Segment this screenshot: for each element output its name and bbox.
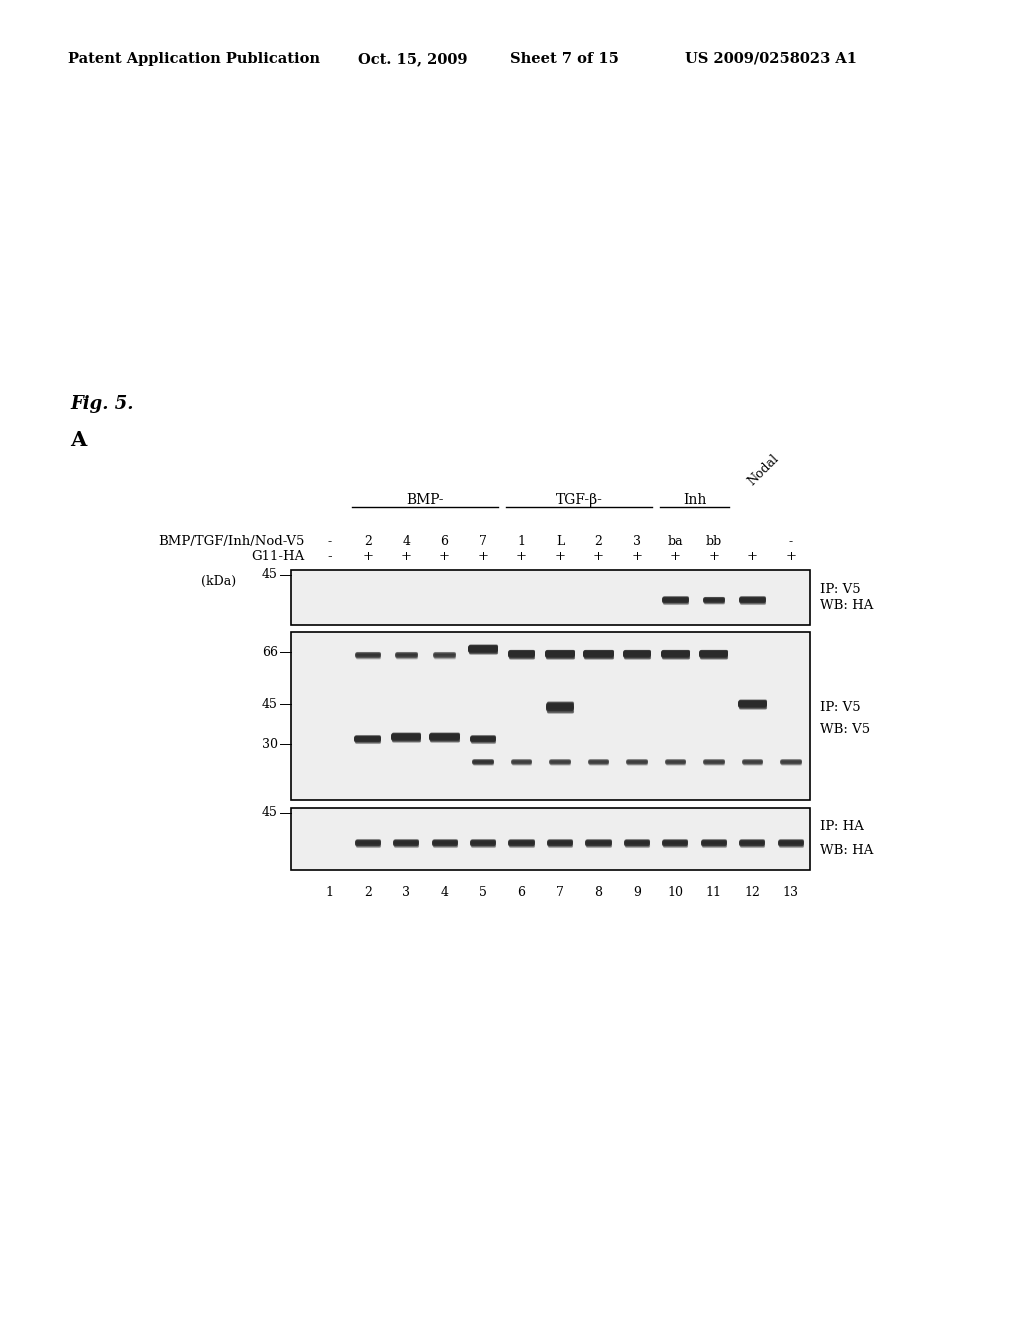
Text: -: - [328,535,332,548]
Text: 9: 9 [633,886,641,899]
Text: 66: 66 [262,645,278,659]
Text: 30: 30 [262,738,278,751]
Text: A: A [70,430,86,450]
Text: WB: V5: WB: V5 [820,723,870,737]
Text: IP: HA: IP: HA [820,820,864,833]
Text: 1: 1 [326,886,333,899]
Text: Sheet 7 of 15: Sheet 7 of 15 [510,51,618,66]
Text: TGF-β-: TGF-β- [556,492,603,507]
Text: bb: bb [706,535,722,548]
Text: Fig. 5.: Fig. 5. [70,395,133,413]
Text: IP: V5: IP: V5 [820,582,860,595]
Text: 2: 2 [595,535,602,548]
Text: 6: 6 [517,886,525,899]
Text: 6: 6 [440,535,449,548]
Text: 5: 5 [479,886,487,899]
Text: 8: 8 [595,886,602,899]
Text: WB: HA: WB: HA [820,843,873,857]
Text: Inh: Inh [683,492,707,507]
Text: G11-HA: G11-HA [252,550,305,564]
Text: Nodal: Nodal [745,451,781,488]
Text: +: + [632,550,642,564]
Text: 1: 1 [517,535,525,548]
Text: -: - [327,550,332,564]
Text: WB: HA: WB: HA [820,599,873,612]
Text: 45: 45 [262,569,278,582]
Text: 3: 3 [402,886,411,899]
Text: 7: 7 [556,886,564,899]
Text: +: + [709,550,719,564]
Text: ba: ba [668,535,683,548]
Text: +: + [400,550,412,564]
Text: Patent Application Publication: Patent Application Publication [68,51,319,66]
Text: BMP-: BMP- [407,492,444,507]
Bar [291,570,810,624]
Text: IP: V5: IP: V5 [820,701,860,714]
Text: +: + [670,550,681,564]
Text: BMP/TGF/Inh/Nod-V5: BMP/TGF/Inh/Nod-V5 [159,535,305,548]
Text: 4: 4 [440,886,449,899]
Bar [291,808,810,870]
Text: 4: 4 [402,535,411,548]
Text: +: + [362,550,373,564]
Text: 2: 2 [364,886,372,899]
Text: Oct. 15, 2009: Oct. 15, 2009 [358,51,468,66]
Text: 45: 45 [262,807,278,820]
Text: +: + [785,550,797,564]
Text: -: - [788,535,793,548]
Text: +: + [477,550,488,564]
Text: +: + [593,550,604,564]
Text: 3: 3 [633,535,641,548]
Text: (kDa): (kDa) [201,576,236,587]
Text: +: + [555,550,565,564]
Text: US 2009/0258023 A1: US 2009/0258023 A1 [685,51,857,66]
Text: 12: 12 [744,886,760,899]
Text: 10: 10 [668,886,683,899]
Text: +: + [439,550,451,564]
Text: 11: 11 [706,886,722,899]
Text: +: + [746,550,758,564]
Text: 13: 13 [782,886,799,899]
Bar [291,632,810,800]
Text: 2: 2 [364,535,372,548]
Text: 7: 7 [479,535,487,548]
Text: L: L [556,535,564,548]
Text: 45: 45 [262,697,278,710]
Text: +: + [516,550,527,564]
